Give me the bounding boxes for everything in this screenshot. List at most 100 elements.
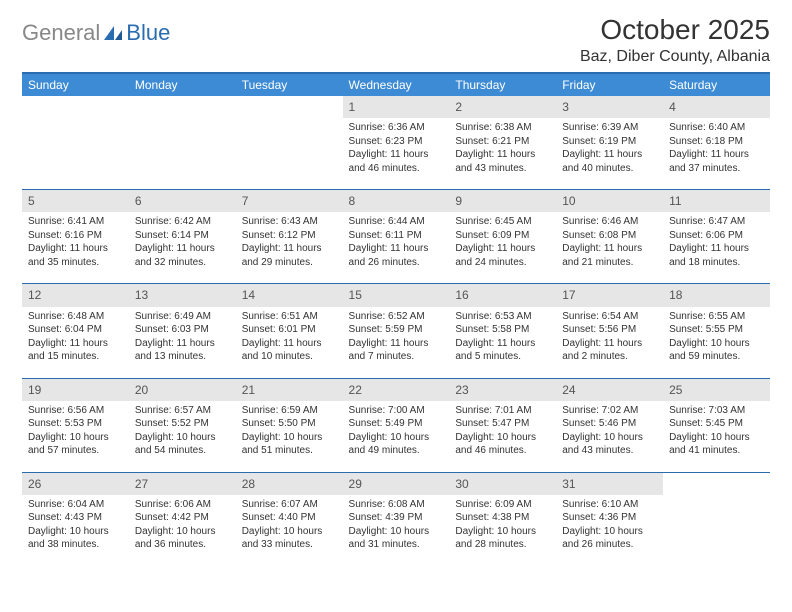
sunset-line: Sunset: 4:36 PM [562,511,657,525]
day-number-cell: 16 [449,284,556,307]
day-number-cell [129,96,236,118]
day-number-cell: 27 [129,472,236,495]
daylight-line: Daylight: 10 hours and 46 minutes. [455,431,550,458]
sunrise-line: Sunrise: 7:03 AM [669,404,764,418]
day-detail-cell: Sunrise: 6:04 AMSunset: 4:43 PMDaylight:… [22,495,129,566]
day-detail-cell: Sunrise: 6:40 AMSunset: 6:18 PMDaylight:… [663,118,770,190]
daylight-line: Daylight: 10 hours and 33 minutes. [242,525,337,552]
day-detail-cell [129,118,236,190]
sunset-line: Sunset: 6:06 PM [669,229,764,243]
day-number-cell: 10 [556,190,663,213]
location: Baz, Diber County, Albania [580,48,770,66]
day-number-cell: 31 [556,472,663,495]
day-detail-cell: Sunrise: 6:10 AMSunset: 4:36 PMDaylight:… [556,495,663,566]
sunset-line: Sunset: 5:59 PM [349,323,444,337]
sunset-line: Sunset: 6:09 PM [455,229,550,243]
daynum-row: 12131415161718 [22,284,770,307]
detail-row: Sunrise: 6:48 AMSunset: 6:04 PMDaylight:… [22,307,770,379]
sunset-line: Sunset: 6:21 PM [455,135,550,149]
day-number-cell: 23 [449,378,556,401]
day-detail-cell: Sunrise: 7:03 AMSunset: 5:45 PMDaylight:… [663,401,770,473]
sunrise-line: Sunrise: 6:49 AM [135,310,230,324]
sunrise-line: Sunrise: 6:42 AM [135,215,230,229]
day-number-cell: 18 [663,284,770,307]
sunrise-line: Sunrise: 6:59 AM [242,404,337,418]
day-detail-cell [22,118,129,190]
sunset-line: Sunset: 5:50 PM [242,417,337,431]
logo: General Blue [22,20,170,46]
day-detail-cell: Sunrise: 6:41 AMSunset: 6:16 PMDaylight:… [22,212,129,284]
daylight-line: Daylight: 11 hours and 37 minutes. [669,148,764,175]
daylight-line: Daylight: 10 hours and 31 minutes. [349,525,444,552]
sunset-line: Sunset: 6:16 PM [28,229,123,243]
day-detail-cell: Sunrise: 6:08 AMSunset: 4:39 PMDaylight:… [343,495,450,566]
day-number-cell: 2 [449,96,556,118]
day-detail-cell: Sunrise: 6:46 AMSunset: 6:08 PMDaylight:… [556,212,663,284]
sunset-line: Sunset: 6:19 PM [562,135,657,149]
daylight-line: Daylight: 10 hours and 51 minutes. [242,431,337,458]
day-number-cell: 26 [22,472,129,495]
sunset-line: Sunset: 4:38 PM [455,511,550,525]
sunrise-line: Sunrise: 6:10 AM [562,498,657,512]
day-number-cell [22,96,129,118]
day-detail-cell: Sunrise: 6:55 AMSunset: 5:55 PMDaylight:… [663,307,770,379]
daylight-line: Daylight: 11 hours and 40 minutes. [562,148,657,175]
daylight-line: Daylight: 11 hours and 24 minutes. [455,242,550,269]
sunrise-line: Sunrise: 6:55 AM [669,310,764,324]
detail-row: Sunrise: 6:04 AMSunset: 4:43 PM Daylight:… [22,495,770,566]
logo-sail-icon [102,24,124,42]
daylight-line: Daylight: 11 hours and 18 minutes. [669,242,764,269]
sunrise-line: Sunrise: 6:04 AM [28,498,123,512]
daylight-line: Daylight: 11 hours and 10 minutes. [242,337,337,364]
sunset-line: Sunset: 4:43 PM [28,511,123,525]
day-number-cell [663,472,770,495]
sunrise-line: Sunrise: 6:51 AM [242,310,337,324]
weekday-header-row: Sunday Monday Tuesday Wednesday Thursday… [22,73,770,96]
day-detail-cell: Sunrise: 6:57 AMSunset: 5:52 PMDaylight:… [129,401,236,473]
daylight-line: Daylight: 10 hours and 36 minutes. [135,525,230,552]
daynum-row: 262728293031 [22,472,770,495]
sunrise-line: Sunrise: 6:43 AM [242,215,337,229]
day-detail-cell: Sunrise: 6:52 AMSunset: 5:59 PMDaylight:… [343,307,450,379]
detail-row: Sunrise: 6:56 AMSunset: 5:53 PM Daylight:… [22,401,770,473]
day-number-cell: 19 [22,378,129,401]
sunrise-line: Sunrise: 6:07 AM [242,498,337,512]
day-number-cell: 21 [236,378,343,401]
sunrise-line: Sunrise: 6:44 AM [349,215,444,229]
daylight-line: Daylight: 11 hours and 26 minutes. [349,242,444,269]
sunrise-line: Sunrise: 6:52 AM [349,310,444,324]
day-detail-cell: Sunrise: 6:48 AMSunset: 6:04 PMDaylight:… [22,307,129,379]
sunrise-line: Sunrise: 7:02 AM [562,404,657,418]
sunrise-line: Sunrise: 6:38 AM [455,121,550,135]
day-detail-cell: Sunrise: 6:59 AMSunset: 5:50 PMDaylight:… [236,401,343,473]
sunrise-line: Sunrise: 6:46 AM [562,215,657,229]
day-detail-cell: Sunrise: 6:45 AMSunset: 6:09 PMDaylight:… [449,212,556,284]
sunset-line: Sunset: 6:18 PM [669,135,764,149]
weekday-header: Monday [129,73,236,96]
daylight-line: Daylight: 10 hours and 59 minutes. [669,337,764,364]
calendar-table: Sunday Monday Tuesday Wednesday Thursday… [22,72,770,566]
daylight-line: Daylight: 11 hours and 2 minutes. [562,337,657,364]
sunset-line: Sunset: 5:55 PM [669,323,764,337]
sunrise-line: Sunrise: 6:41 AM [28,215,123,229]
daynum-row: 19202122232425 [22,378,770,401]
sunrise-line: Sunrise: 6:56 AM [28,404,123,418]
daylight-line: Daylight: 10 hours and 54 minutes. [135,431,230,458]
day-detail-cell: Sunrise: 7:00 AMSunset: 5:49 PMDaylight:… [343,401,450,473]
day-detail-cell: Sunrise: 6:09 AMSunset: 4:38 PMDaylight:… [449,495,556,566]
sunset-line: Sunset: 5:53 PM [28,417,123,431]
weekday-header: Sunday [22,73,129,96]
day-number-cell: 11 [663,190,770,213]
sunset-line: Sunset: 6:08 PM [562,229,657,243]
weekday-header: Thursday [449,73,556,96]
sunset-line: Sunset: 5:47 PM [455,417,550,431]
daylight-line: Daylight: 10 hours and 43 minutes. [562,431,657,458]
day-number-cell: 7 [236,190,343,213]
day-detail-cell: Sunrise: 7:01 AMSunset: 5:47 PMDaylight:… [449,401,556,473]
weekday-header: Wednesday [343,73,450,96]
day-detail-cell: Sunrise: 7:02 AMSunset: 5:46 PMDaylight:… [556,401,663,473]
day-number-cell: 30 [449,472,556,495]
day-detail-cell: Sunrise: 6:36 AMSunset: 6:23 PMDaylight:… [343,118,450,190]
sunrise-line: Sunrise: 6:48 AM [28,310,123,324]
day-number-cell: 12 [22,284,129,307]
